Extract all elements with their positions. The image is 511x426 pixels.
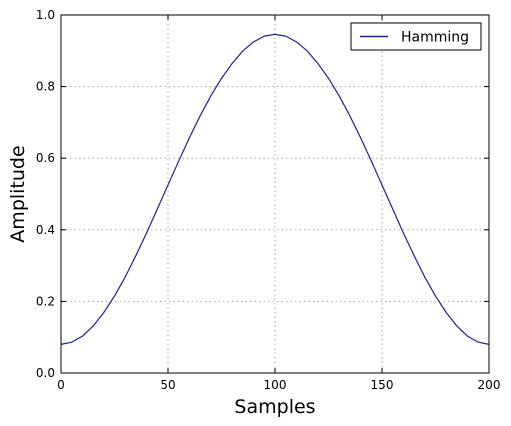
ticks — [60, 14, 490, 374]
series-layer — [60, 33, 490, 345]
legend-label-hamming: Hamming — [401, 30, 469, 46]
grid — [61, 15, 489, 373]
x-axis-title: Samples — [234, 396, 315, 418]
x-tick-label: 100 — [264, 378, 287, 392]
x-tick-label: 0 — [57, 378, 65, 392]
tick-labels: 0 50 100 150 200 0.0 0.2 0.4 0.6 0.8 1.0 — [36, 8, 501, 392]
series-line-hamming — [60, 33, 490, 345]
y-axis-title: Amplitude — [7, 145, 29, 242]
x-tick-label: 50 — [160, 378, 175, 392]
x-tick-label: 200 — [478, 378, 501, 392]
y-tick-label: 0.8 — [36, 80, 55, 94]
legend: Hamming — [350, 22, 482, 51]
y-tick-label: 0.6 — [36, 151, 55, 165]
y-tick-label: 0.2 — [36, 294, 55, 308]
x-tick-label: 150 — [371, 378, 394, 392]
y-tick-label: 0.4 — [36, 223, 55, 237]
y-tick-label: 0.0 — [36, 366, 55, 380]
y-tick-label: 1.0 — [36, 8, 55, 22]
